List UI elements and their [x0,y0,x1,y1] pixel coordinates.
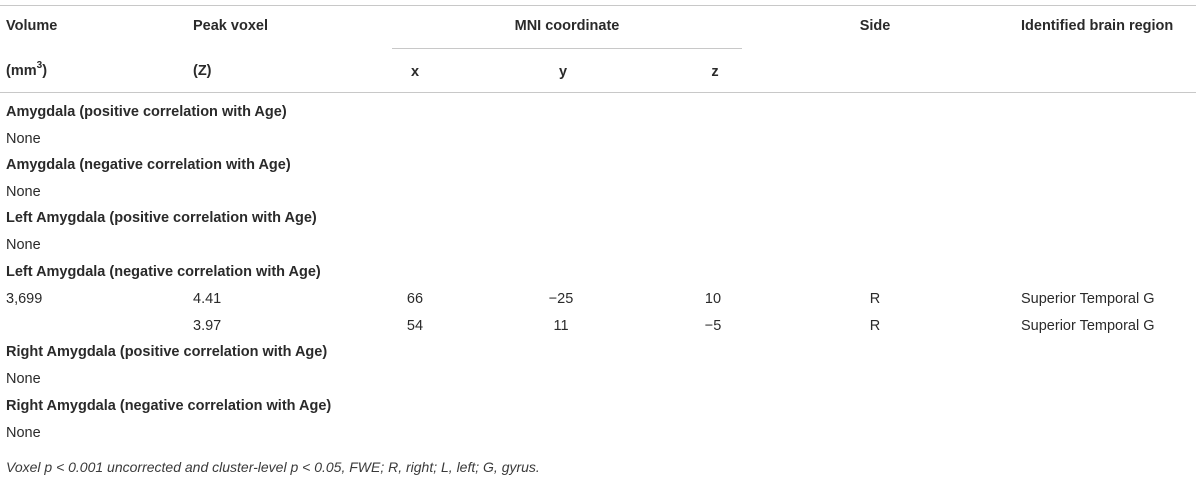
cell-y: 11 [553,318,569,334]
header-peak-voxel: Peak voxel [193,18,268,34]
section-title: Right Amygdala (negative correlation wit… [6,398,332,414]
section-none: None [6,237,41,253]
cell-region: Superior Temporal G [1021,318,1155,334]
table-top-rule [0,5,1196,6]
header-z: z [711,64,719,80]
header-x: x [410,64,420,80]
cell-z-score: 4.41 [193,291,222,307]
section-none: None [6,184,41,200]
section-title: Left Amygdala (negative correlation with… [6,264,321,280]
header-side: Side [859,18,891,34]
section-title: Right Amygdala (positive correlation wit… [6,344,328,360]
mni-group-rule [392,48,742,49]
header-y: y [558,64,568,80]
table-footnote: Voxel p < 0.001 uncorrected and cluster-… [6,459,540,475]
header-volume-unit: (mm3) [6,60,48,79]
cell-x: 54 [406,318,424,334]
section-title: Amygdala (positive correlation with Age) [6,104,287,120]
header-bottom-rule [0,92,1196,93]
section-none: None [6,425,41,441]
cell-volume: 3,699 [6,291,43,307]
cell-z: 10 [704,291,722,307]
header-region: Identified brain region [1021,18,1174,34]
section-none: None [6,131,41,147]
cell-x: 66 [406,291,424,307]
header-volume: Volume [6,18,58,34]
header-peak-voxel-unit: (Z) [193,63,212,79]
section-title: Amygdala (negative correlation with Age) [6,157,291,173]
cell-z: −5 [704,318,722,334]
cell-side: R [869,318,881,334]
cell-y: −25 [548,291,574,307]
cell-region: Superior Temporal G [1021,291,1155,307]
section-none: None [6,371,41,387]
section-title: Left Amygdala (positive correlation with… [6,210,317,226]
cell-side: R [869,291,881,307]
header-mni-coordinate: MNI coordinate [514,18,620,34]
cell-z-score: 3.97 [193,318,222,334]
